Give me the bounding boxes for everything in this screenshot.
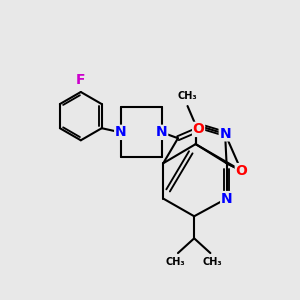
Text: N: N: [219, 127, 231, 141]
Text: F: F: [76, 73, 86, 87]
Text: CH₃: CH₃: [165, 256, 185, 267]
Text: N: N: [115, 125, 126, 139]
Text: O: O: [235, 164, 247, 178]
Text: N: N: [221, 192, 232, 206]
Text: O: O: [193, 122, 205, 136]
Text: N: N: [156, 125, 168, 139]
Text: CH₃: CH₃: [202, 256, 222, 267]
Text: CH₃: CH₃: [178, 91, 197, 101]
